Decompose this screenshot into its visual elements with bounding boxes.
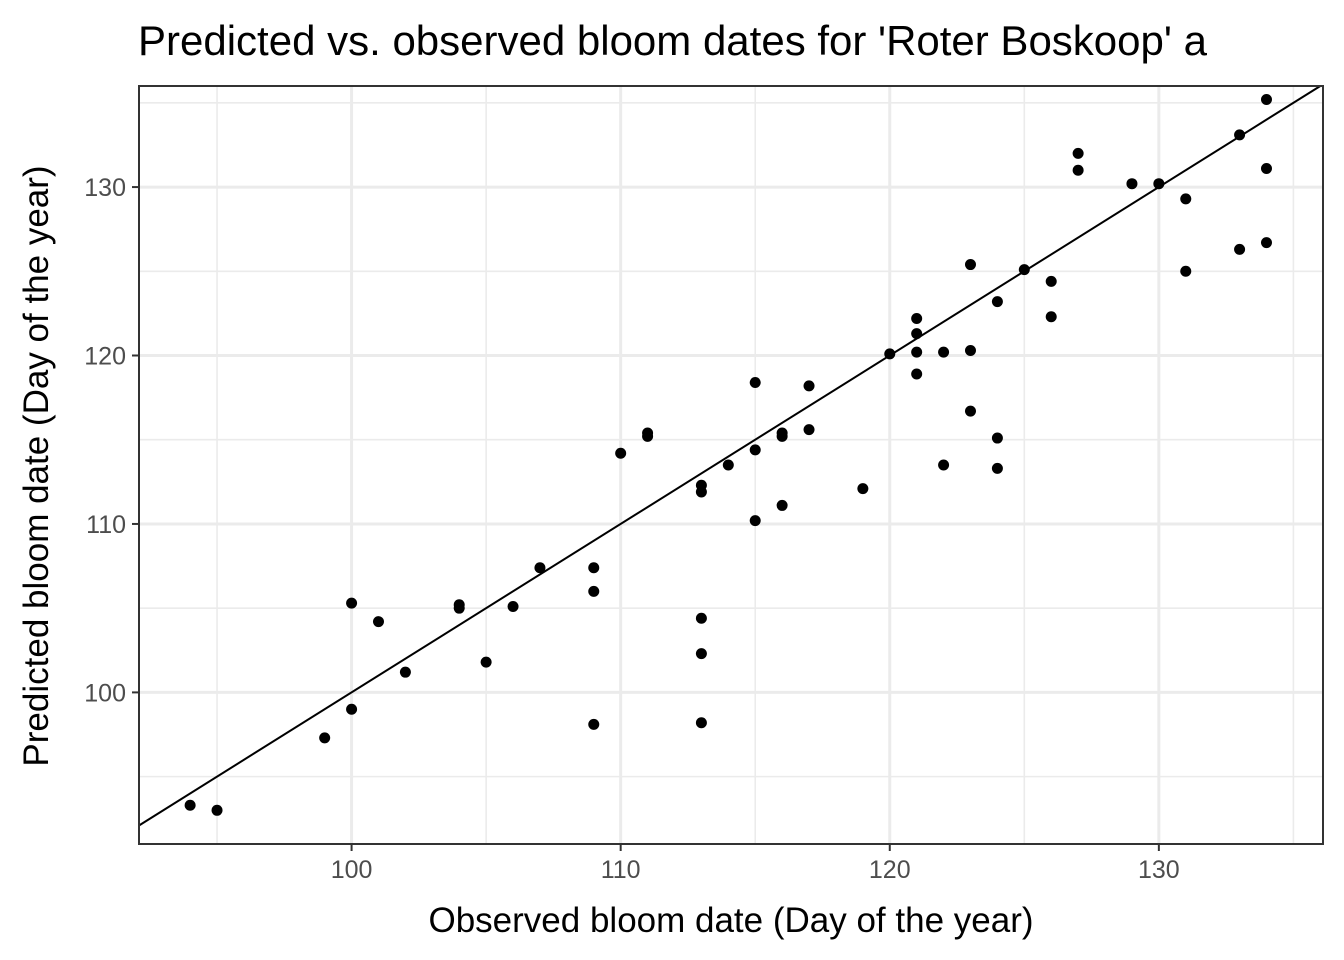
y-tick-label: 100	[84, 679, 126, 707]
y-tick-label: 130	[84, 174, 126, 202]
data-point	[615, 447, 627, 459]
data-point	[722, 459, 734, 471]
data-point	[938, 346, 950, 358]
minor-gridlines	[139, 86, 1323, 844]
data-point	[749, 376, 761, 388]
data-point	[319, 732, 331, 744]
data-point	[1180, 193, 1192, 205]
x-tick-label: 110	[601, 856, 641, 884]
data-point	[857, 483, 869, 495]
chart-title: Predicted vs. observed bloom dates for '…	[138, 17, 1208, 64]
y-axis-title: Predicted bloom date (Day of the year)	[17, 165, 56, 766]
identity-line-group	[138, 85, 1321, 827]
data-point	[399, 666, 411, 678]
data-point	[911, 368, 923, 380]
panel-border	[138, 85, 1324, 845]
y-axis: 100 110 120 130	[84, 174, 139, 707]
data-point	[1260, 163, 1272, 175]
data-point	[507, 600, 519, 612]
data-point	[1260, 93, 1272, 105]
data-point	[1234, 129, 1246, 141]
data-point	[346, 703, 358, 715]
data-point	[911, 346, 923, 358]
data-point	[749, 444, 761, 456]
data-point	[1018, 264, 1030, 276]
data-point	[964, 344, 976, 356]
data-point	[1072, 147, 1084, 159]
data-point	[991, 432, 1003, 444]
data-point	[991, 462, 1003, 474]
y-tick-label: 110	[86, 511, 126, 539]
data-point	[480, 656, 492, 668]
panel-border-group	[138, 85, 1324, 845]
data-point	[803, 380, 815, 392]
x-axis-title: Observed bloom date (Day of the year)	[428, 901, 1033, 940]
data-point	[695, 648, 707, 660]
data-point	[776, 430, 788, 442]
data-point	[588, 585, 600, 597]
x-tick-label: 130	[1138, 856, 1180, 884]
data-point	[964, 405, 976, 417]
data-point	[1180, 265, 1192, 277]
data-point	[211, 804, 223, 816]
x-tick-label: 100	[331, 856, 373, 884]
data-point	[884, 348, 896, 360]
data-point	[776, 499, 788, 511]
data-point	[749, 515, 761, 527]
data-points	[184, 93, 1272, 816]
x-axis: 100 110 120 130	[331, 844, 1180, 884]
data-point	[1153, 178, 1165, 190]
y-tick-label: 120	[84, 343, 126, 371]
data-point	[642, 430, 654, 442]
data-point	[588, 718, 600, 730]
data-point	[346, 597, 358, 609]
data-point	[1072, 164, 1084, 176]
data-point	[184, 799, 196, 811]
data-point	[453, 602, 465, 614]
data-point	[1234, 243, 1246, 255]
data-point	[588, 562, 600, 574]
data-point	[695, 486, 707, 498]
data-point	[1126, 178, 1138, 190]
x-tick-label: 120	[869, 856, 911, 884]
data-point	[534, 562, 546, 574]
data-point	[695, 612, 707, 624]
data-point	[1260, 237, 1272, 249]
data-point	[911, 312, 923, 324]
data-point	[938, 459, 950, 471]
data-point	[1045, 275, 1057, 287]
data-point	[695, 717, 707, 729]
major-gridlines	[139, 86, 1323, 844]
data-point	[911, 328, 923, 340]
data-point	[803, 424, 815, 436]
data-point	[964, 259, 976, 271]
data-point	[372, 616, 384, 628]
identity-line	[138, 85, 1321, 827]
data-point	[1045, 311, 1057, 323]
data-point	[991, 296, 1003, 308]
